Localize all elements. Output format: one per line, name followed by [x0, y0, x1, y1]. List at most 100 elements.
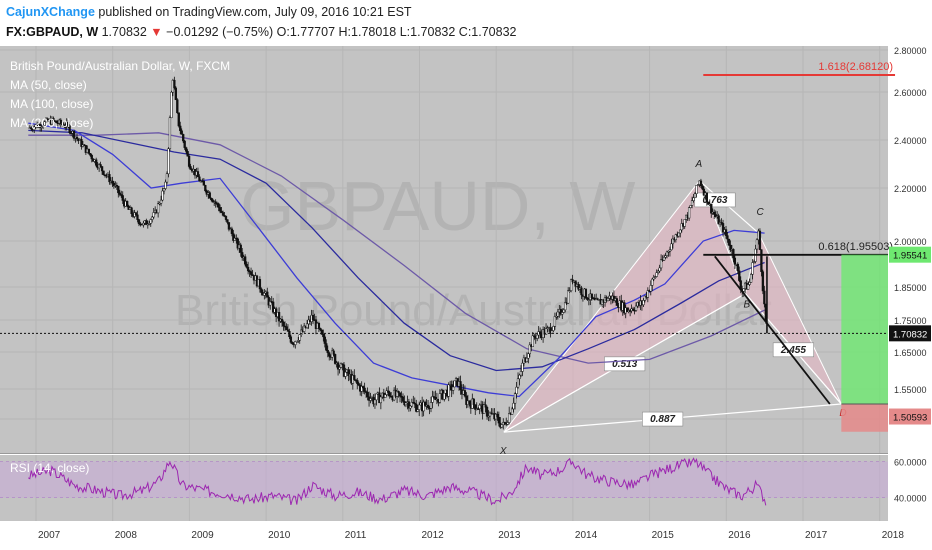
- price-tick-1.75000: 1.75000: [894, 316, 927, 326]
- candle-body: [136, 214, 139, 220]
- candle-body: [733, 257, 737, 265]
- candle-body: [431, 396, 434, 403]
- candle-body: [33, 126, 36, 130]
- candle-body: [384, 394, 387, 398]
- candle-body: [282, 321, 285, 327]
- candle-body: [738, 270, 741, 281]
- rsi-line: [28, 457, 767, 506]
- candle-body: [294, 341, 297, 345]
- candle-body: [336, 362, 340, 370]
- candle-body: [295, 340, 298, 343]
- candle-body: [463, 390, 467, 397]
- candle-body: [161, 190, 164, 201]
- price-tick-2.80000: 2.80000: [894, 46, 927, 56]
- price-axis[interactable]: [888, 46, 932, 522]
- candle-body: [496, 413, 499, 418]
- price-tick-1.55000: 1.55000: [894, 385, 927, 395]
- high-value: H:1.78018: [338, 25, 397, 39]
- time-tick-2015: 2015: [652, 530, 675, 541]
- candle-body: [387, 390, 390, 393]
- candle-body: [561, 312, 564, 315]
- candle-body: [142, 222, 145, 226]
- candle-body: [536, 334, 539, 339]
- time-tick-2014: 2014: [575, 530, 598, 541]
- publisher-name[interactable]: CajunXChange: [6, 5, 95, 19]
- candle-body: [89, 153, 92, 156]
- candle-body: [568, 290, 571, 292]
- candle-body: [218, 207, 222, 212]
- candle-body: [760, 249, 763, 272]
- chart-title: British Pound/Australian Dollar, W, FXCM: [10, 59, 230, 73]
- rsi-label: RSI (14, close): [10, 461, 89, 475]
- candle-body: [416, 409, 419, 412]
- candle-body: [344, 371, 347, 377]
- candle-body: [137, 219, 141, 225]
- time-tick-2008: 2008: [115, 530, 138, 541]
- candle-body: [159, 199, 163, 204]
- time-axis[interactable]: [0, 522, 932, 550]
- candle-body: [553, 316, 557, 327]
- candle-body: [577, 283, 580, 290]
- candle-body: [468, 400, 471, 404]
- candle-body: [204, 185, 207, 192]
- candle-body: [251, 274, 254, 276]
- candle-body: [710, 203, 713, 214]
- candle-body: [693, 193, 697, 199]
- candle-body: [300, 329, 303, 336]
- candle-body: [347, 369, 350, 377]
- candle-body: [59, 119, 62, 125]
- candle-body: [196, 171, 200, 178]
- candle-body: [298, 334, 301, 341]
- candle-body: [434, 396, 437, 400]
- open-value: O:1.77707: [276, 25, 336, 39]
- candle-body: [341, 363, 344, 366]
- rsi-tick-40.0000: 40.0000: [894, 494, 927, 504]
- candle-body: [297, 340, 300, 342]
- candle-body: [245, 263, 248, 268]
- publish-line: CajunXChange published on TradingView.co…: [6, 5, 412, 19]
- candle-body: [500, 424, 503, 428]
- candle-body: [95, 159, 98, 166]
- candle-body: [477, 408, 480, 410]
- candle-body: [55, 120, 58, 123]
- candle-body: [584, 288, 588, 299]
- candle-body: [102, 170, 105, 176]
- candle-body: [512, 402, 515, 410]
- candle-body: [185, 147, 188, 152]
- candle-body: [311, 314, 315, 320]
- candle-body: [487, 415, 490, 418]
- candle-body: [246, 266, 250, 272]
- moving-averages: [28, 122, 765, 398]
- candle-body: [241, 252, 244, 258]
- candle-body: [183, 140, 186, 148]
- time-tick-2017: 2017: [805, 530, 828, 541]
- candle-body: [80, 139, 83, 147]
- candle-body: [508, 413, 511, 423]
- ma100-label: MA (100, close): [10, 97, 93, 111]
- candle-body: [174, 87, 177, 100]
- low-value: L:1.70832: [399, 25, 456, 39]
- candle-body: [478, 404, 481, 410]
- close-value: C:1.70832: [458, 25, 517, 39]
- candle-body: [126, 200, 129, 207]
- candlesticks: [28, 76, 768, 430]
- candle-body: [721, 223, 725, 233]
- candle-body: [569, 279, 573, 291]
- candle-body: [291, 342, 294, 345]
- candle-body: [134, 212, 138, 216]
- candle-body: [186, 151, 189, 157]
- candle-body: [474, 404, 477, 410]
- candle-body: [763, 290, 766, 305]
- candle-body: [379, 396, 383, 404]
- candle-body: [679, 229, 682, 234]
- candle-body: [426, 404, 430, 408]
- candle-body: [404, 402, 408, 406]
- candle-body: [705, 192, 708, 203]
- candle-body: [332, 350, 335, 355]
- candle-body: [631, 308, 635, 311]
- candle-body: [453, 380, 456, 388]
- candle-body: [531, 335, 534, 348]
- candle-body: [484, 404, 487, 408]
- candle-body: [727, 238, 731, 246]
